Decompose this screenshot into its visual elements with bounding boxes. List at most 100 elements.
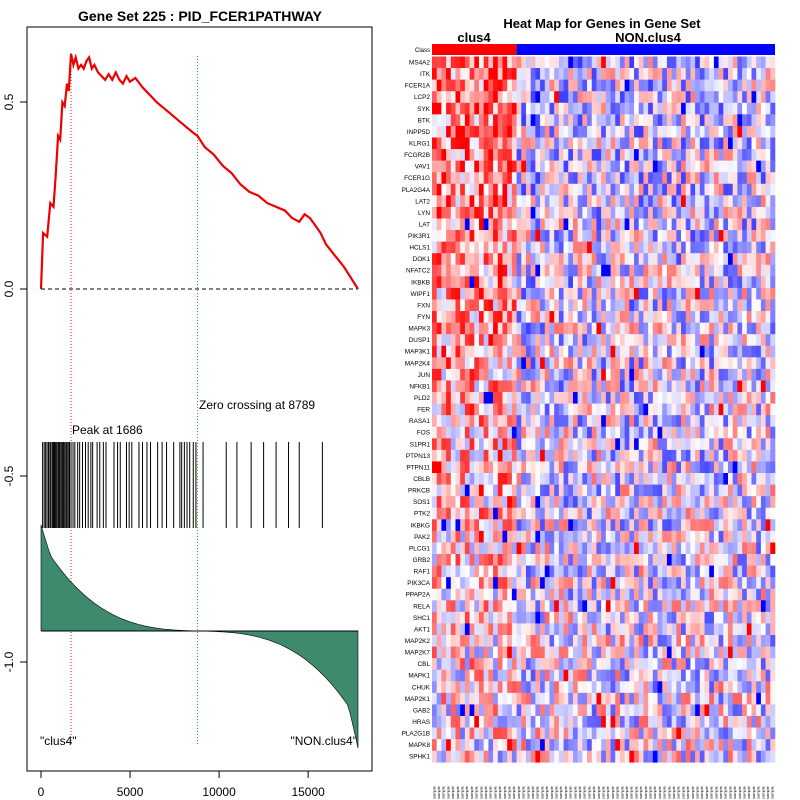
heatmap-cell — [629, 137, 635, 150]
heatmap-cell — [464, 473, 470, 485]
heatmap-cell — [685, 299, 691, 312]
heatmap-cell — [676, 473, 682, 485]
heatmap-cell — [638, 438, 644, 451]
gene-label: PIK3CA — [407, 580, 430, 587]
heatmap-cell — [713, 681, 719, 694]
heatmap-cell — [704, 91, 710, 104]
heatmap-cell — [742, 56, 748, 69]
heatmap-cell — [483, 114, 489, 127]
heatmap-cell — [478, 311, 484, 323]
heatmap-cell — [728, 380, 734, 393]
heatmap-cell — [765, 426, 771, 439]
heatmap-cell — [436, 230, 442, 242]
heatmap-cell — [572, 588, 578, 601]
heatmap-cell — [657, 750, 663, 763]
heatmap-cell — [455, 241, 461, 254]
heatmap-cell — [460, 195, 466, 208]
heatmap-cell — [464, 507, 470, 520]
heatmap-cell — [704, 704, 710, 717]
heatmap-cell — [760, 322, 766, 335]
heatmap-cell — [507, 230, 513, 242]
heatmap-cell — [558, 218, 564, 231]
heatmap-cell — [685, 611, 691, 624]
heatmap-cell — [530, 206, 536, 219]
heatmap-cell — [525, 507, 531, 520]
heatmap-cell — [521, 461, 527, 474]
heatmap-cell — [657, 311, 663, 323]
heatmap-cell — [432, 56, 437, 69]
heatmap-cell — [629, 484, 635, 497]
heatmap-cell — [441, 56, 447, 69]
heatmap-cell — [699, 542, 705, 555]
heatmap-cell — [587, 519, 593, 532]
heatmap-cell — [695, 507, 701, 520]
heatmap-cell — [488, 287, 494, 300]
heatmap-cell — [493, 519, 499, 532]
heatmap-cell — [502, 623, 508, 636]
heatmap-cell — [681, 438, 687, 451]
heatmap-cell — [615, 715, 621, 728]
heatmap-cell — [511, 750, 517, 763]
heatmap-cell — [577, 380, 583, 393]
heatmap-cell — [516, 125, 522, 138]
heatmap-cell — [530, 160, 536, 173]
heatmap-cell — [676, 253, 682, 266]
heatmap-cell — [756, 692, 762, 705]
heatmap-cell — [610, 357, 616, 370]
heatmap-cell — [610, 392, 616, 404]
heatmap-cell — [652, 519, 658, 532]
heatmap-cell — [525, 56, 531, 69]
heatmap-cell — [643, 345, 649, 358]
heatmap-cell — [765, 114, 771, 127]
heatmap-cell — [662, 449, 668, 462]
heatmap-cell — [436, 692, 442, 705]
heatmap-cell — [756, 658, 762, 671]
heatmap-cell — [629, 322, 635, 335]
heatmap-cell — [718, 68, 724, 80]
heatmap-cell — [657, 91, 663, 104]
heatmap-cell — [615, 415, 621, 428]
heatmap-cell — [582, 669, 588, 682]
heatmap-cell — [643, 554, 649, 566]
heatmap-cell — [535, 658, 541, 671]
heatmap-cell — [474, 137, 480, 150]
heatmap-cell — [460, 519, 466, 532]
heatmap-cell — [446, 750, 452, 763]
heatmap-cell — [605, 669, 611, 682]
heatmap-cell — [751, 218, 757, 231]
heatmap-cell — [765, 623, 771, 636]
heatmap-cell — [676, 449, 682, 462]
heatmap-cell — [662, 172, 668, 185]
heatmap-cell — [563, 322, 569, 335]
heatmap-cell — [704, 715, 710, 728]
heatmap-cell — [685, 426, 691, 439]
heatmap-cell — [511, 681, 517, 694]
heatmap-cell — [460, 588, 466, 601]
heatmap-cell — [638, 681, 644, 694]
heatmap-cell — [676, 623, 682, 636]
heatmap-cell — [478, 449, 484, 462]
heatmap-cell — [516, 264, 522, 277]
heatmap-cell — [657, 68, 663, 80]
heatmap-cell — [638, 253, 644, 266]
heatmap-cell — [563, 68, 569, 80]
heatmap-cell — [718, 588, 724, 601]
heatmap-cell — [540, 195, 546, 208]
y-tick-label: 0.5 — [2, 93, 16, 110]
heatmap-cell — [709, 403, 715, 416]
heatmap-cell — [760, 715, 766, 728]
heatmap-cell — [582, 241, 588, 254]
heatmap-cell — [558, 669, 564, 682]
heatmap-cell — [638, 68, 644, 80]
heatmap-cell — [474, 449, 480, 462]
gene-label: LCP2 — [414, 94, 430, 101]
heatmap-cell — [582, 264, 588, 277]
heatmap-cell — [469, 565, 475, 578]
heatmap-cell — [643, 577, 649, 590]
heatmap-cell — [770, 739, 776, 751]
heatmap-cell — [460, 91, 466, 104]
heatmap-cell — [756, 681, 762, 694]
heatmap-cell — [478, 357, 484, 370]
heatmap-cell — [756, 635, 762, 647]
heatmap-cell — [648, 658, 654, 671]
